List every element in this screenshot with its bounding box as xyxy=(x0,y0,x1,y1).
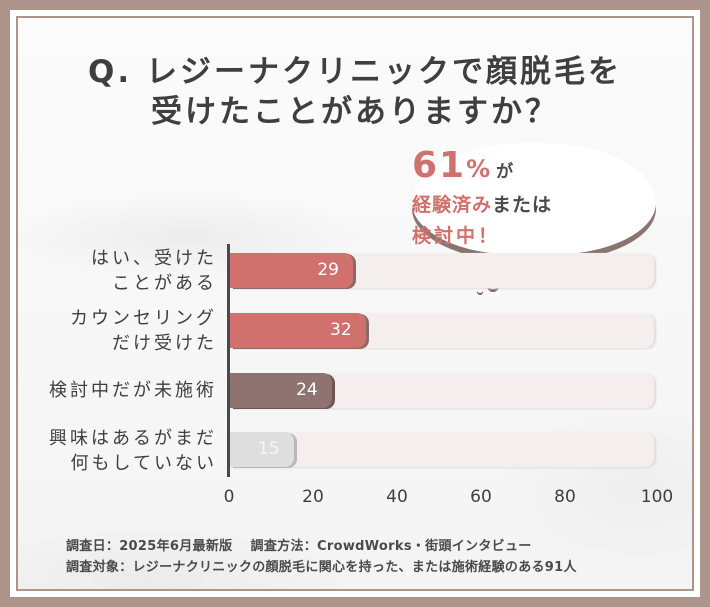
x-tick-60: 60 xyxy=(470,487,492,507)
callout-bubble: 61% が 経験済みまたは 検討中！ xyxy=(412,143,656,267)
callout-percent-sign: % xyxy=(466,155,491,183)
bar-0: 29 xyxy=(230,253,353,288)
x-tick-20: 20 xyxy=(302,487,324,507)
callout-line2: 経験済みまたは xyxy=(412,190,656,217)
x-tick-0: 0 xyxy=(223,487,235,507)
callout-line3: 検討中！ xyxy=(412,225,501,247)
callout-rest: または xyxy=(492,194,553,216)
x-tick-40: 40 xyxy=(386,487,408,507)
bar-2: 24 xyxy=(230,373,332,408)
inner-frame xyxy=(16,16,694,591)
survey-note-line2: 調査対象：レジーナクリニックの顔脱毛に関心を持った、または施術経験のある91人 xyxy=(66,560,577,575)
thought-dot-small xyxy=(477,287,483,293)
survey-note-line1: 調査日：2025年6月最新版 調査方法：CrowdWorks・街頭インタビュー xyxy=(66,539,532,554)
callout-percent: 61 xyxy=(412,145,467,186)
callout-line1: 61% が xyxy=(412,145,656,186)
y-axis-line xyxy=(227,244,230,477)
chart-title-line2: 受けたことがありますか？ xyxy=(151,94,559,130)
chart-title-line1: Q. レジーナクリニックで顔脱毛を xyxy=(88,54,622,90)
callout-highlight: 経験済み xyxy=(412,194,493,216)
x-tick-80: 80 xyxy=(554,487,576,507)
category-label-0: はい、受けた ことがある xyxy=(91,248,217,294)
x-tick-100: 100 xyxy=(640,487,674,507)
bar-track xyxy=(230,432,654,467)
category-label-2: 検討中だが未施術 xyxy=(49,380,217,401)
category-label-1: カウンセリング だけ受けた xyxy=(70,308,217,354)
bar-1: 32 xyxy=(230,313,366,348)
category-label-3: 興味はあるがまだ 何もしていない xyxy=(49,428,217,474)
bar-3: 15 xyxy=(230,432,294,467)
bubble-body xyxy=(412,143,656,255)
callout-suffix: が xyxy=(496,162,514,182)
